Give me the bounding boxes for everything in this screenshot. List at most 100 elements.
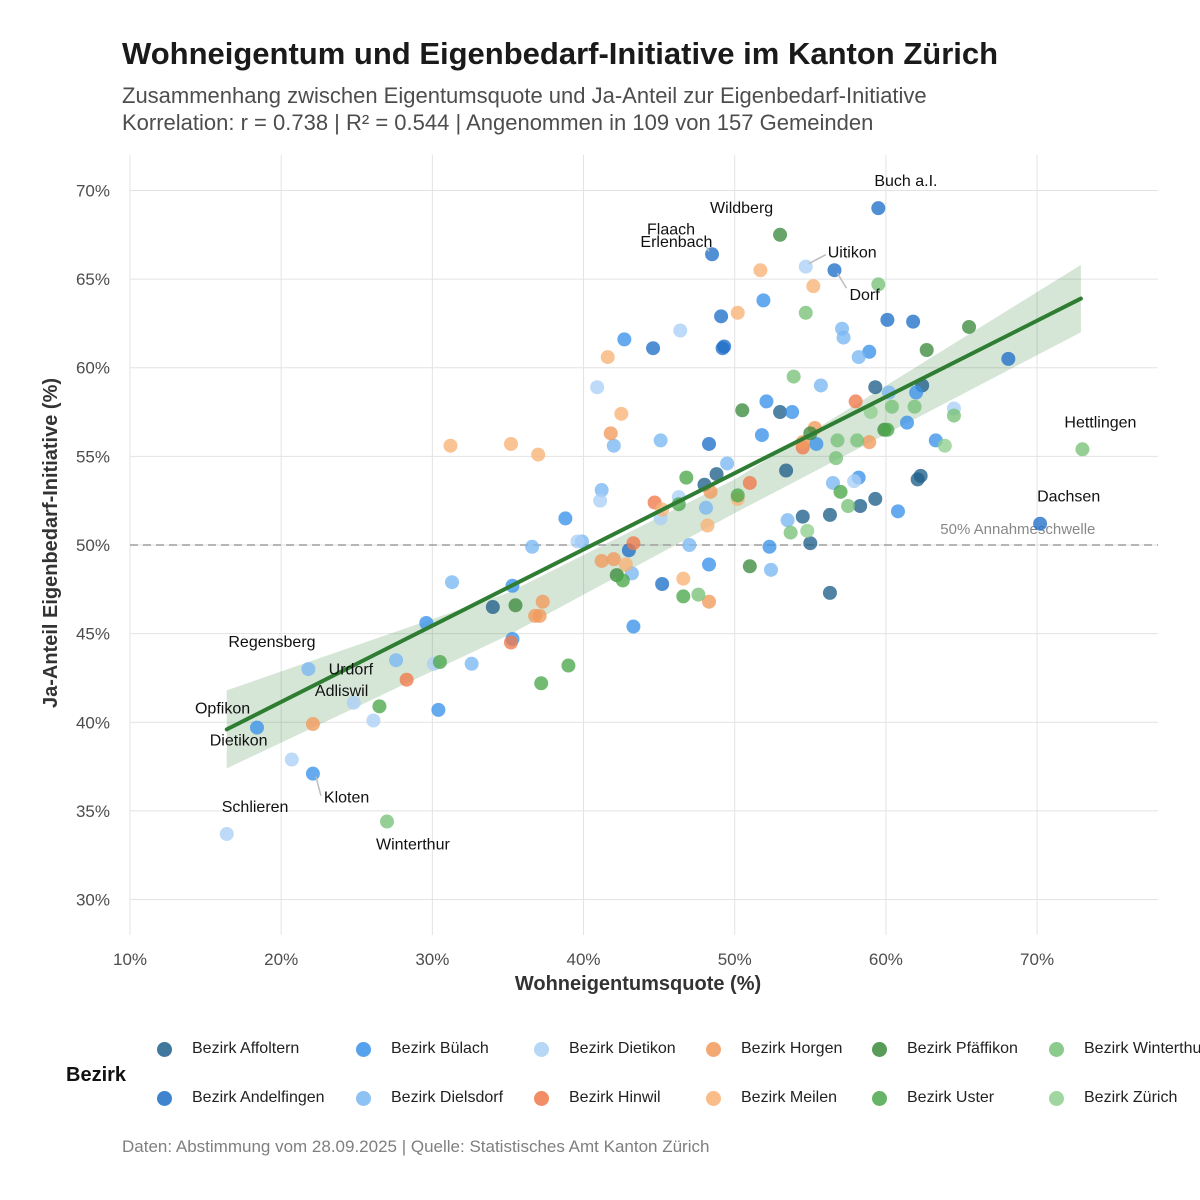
legend-item: Bezirk Meilen [706,1089,837,1107]
data-point [535,594,550,609]
data-point [800,523,815,538]
data-point [691,587,706,602]
legend-swatch [356,1041,371,1057]
data-point [485,600,500,615]
data-point [715,341,730,356]
data-point [593,493,608,508]
point-label: Flaach [647,221,695,238]
x-tick-label: 70% [1020,950,1054,969]
data-point [803,536,818,551]
data-point [626,619,641,634]
data-point [600,350,615,365]
chart-title: Wohneigentum und Eigenbedarf-Initiative … [122,36,999,71]
data-point [862,344,877,359]
legend-item: Bezirk Zürich [1049,1089,1177,1107]
data-point [841,499,856,513]
data-point [702,557,717,572]
annotation-leader [808,254,827,265]
x-tick-label: 10% [113,950,147,969]
point-label: Uitikon [828,245,877,262]
data-point [617,332,632,347]
data-point [673,323,688,338]
data-point [284,752,299,767]
data-point [590,380,605,395]
data-point [773,227,788,242]
data-point [305,766,320,781]
point-label: Buch a.I. [874,173,937,190]
caption: Daten: Abstimmung vom 28.09.2025 | Quell… [122,1137,710,1156]
data-point [946,408,961,423]
data-point [366,713,381,728]
data-point [702,436,717,451]
data-point [730,488,745,503]
data-point [464,656,479,671]
data-point [445,575,460,590]
point-label: Dachsen [1037,489,1100,506]
data-point [646,341,661,356]
x-tick-label: 20% [264,950,298,969]
data-point [219,826,234,841]
y-tick-label: 65% [76,270,110,289]
legend-swatch [706,1041,721,1057]
data-point [780,513,795,528]
y-tick-label: 60% [76,359,110,378]
point-label: Dorf [849,287,880,304]
point-label: Dietikon [210,733,268,750]
data-point [868,380,883,395]
data-point [871,201,886,216]
x-tick-label: 40% [567,950,601,969]
legend-swatch [356,1090,371,1106]
legend-swatch [157,1090,172,1106]
data-point [962,319,977,334]
data-point [813,378,828,393]
data-point [907,399,922,414]
y-tick-label: 55% [76,447,110,466]
data-point [871,277,886,292]
point-label: Urdorf [329,662,374,679]
legend-label: Bezirk Zürich [1084,1089,1178,1106]
data-point [655,577,670,591]
data-point [702,594,717,609]
data-point [614,406,629,421]
legend-swatch [872,1041,887,1057]
data-point [909,385,924,400]
data-point [830,433,845,448]
data-point [615,573,630,588]
legend-label: Bezirk Horgen [741,1040,843,1057]
data-point [847,474,862,489]
data-point [380,814,394,829]
data-point [890,504,905,519]
legend-swatch [534,1041,549,1057]
data-point [809,436,824,451]
data-point [868,491,883,506]
data-point [700,518,715,533]
legend-swatch [1049,1041,1064,1057]
y-axis-title: Ja-Anteil Eigenbedarf-Initiative (%) [40,378,62,708]
legend-title: Bezirk [66,1064,127,1086]
data-point [735,403,750,418]
data-point [443,438,458,453]
data-point [432,655,447,669]
point-label: Regensberg [228,634,315,651]
legend-swatch [872,1090,887,1106]
data-point [561,658,576,673]
data-point [1001,351,1016,366]
data-point [594,483,609,498]
legend-item: Bezirk Hinwil [534,1089,661,1107]
legend-item: Bezirk Dielsdorf [356,1089,503,1107]
data-point [822,585,837,600]
legend-item: Bezirk Dietikon [534,1040,676,1058]
data-point [698,500,713,515]
data-point [759,394,774,409]
legend-item: Bezirk Affoltern [157,1040,299,1058]
legend-label: Bezirk Meilen [741,1089,838,1106]
legend-label: Bezirk Andelfingen [192,1089,325,1106]
y-tick-label: 45% [76,625,110,644]
x-axis-title: Wohneigentumsquote (%) [515,973,761,995]
data-point [653,433,668,448]
legend-item: Bezirk Pfäffikon [872,1040,1018,1058]
data-point [783,525,798,540]
data-point [910,472,925,487]
data-point [679,470,694,485]
data-point [742,559,757,574]
